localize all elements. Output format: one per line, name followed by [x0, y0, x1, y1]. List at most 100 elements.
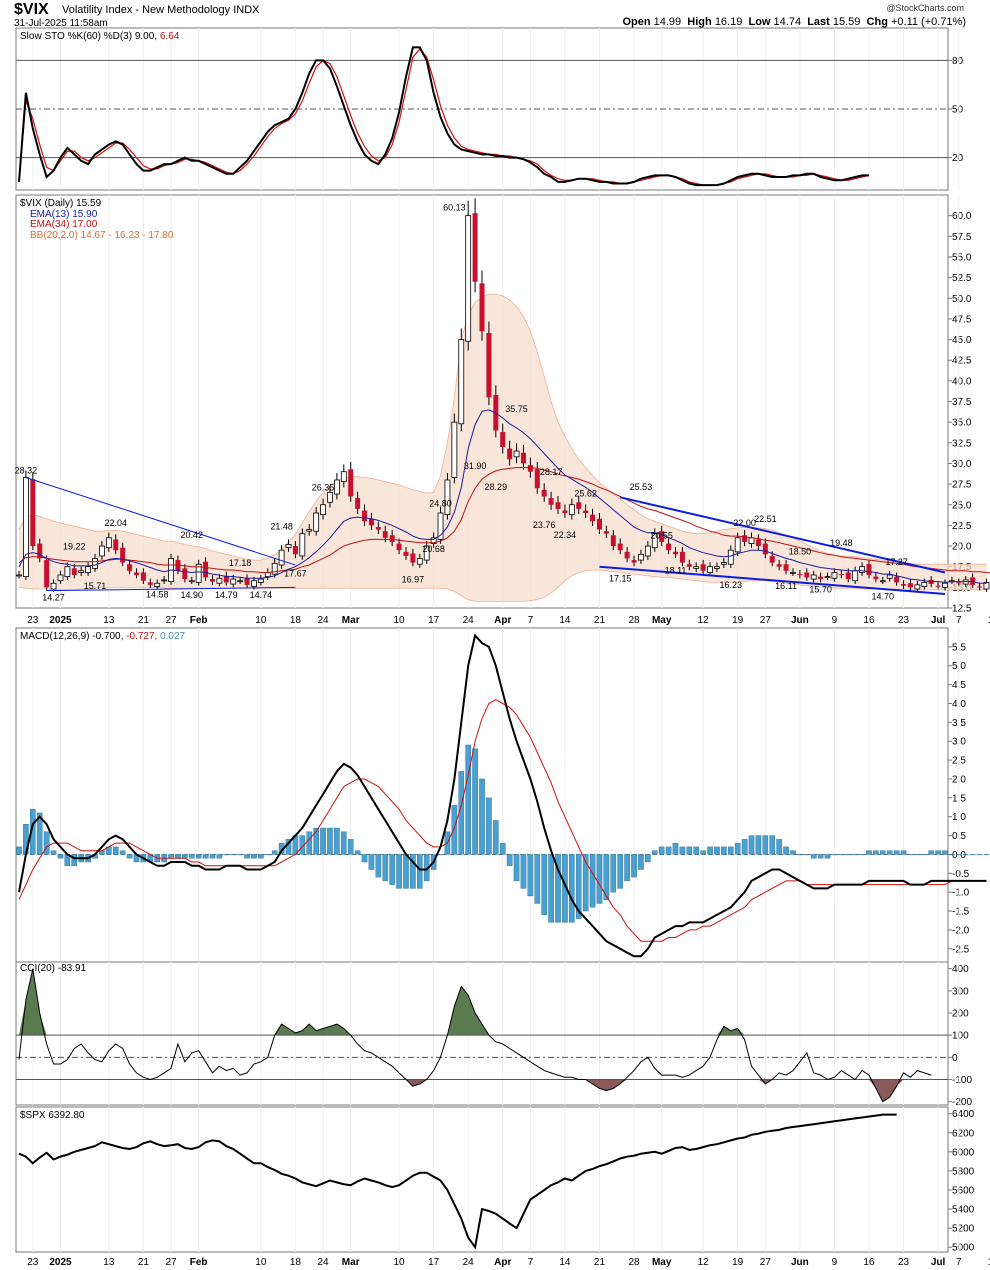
sto-ytick-label: 20: [952, 153, 964, 164]
candle: [783, 564, 789, 571]
x-label-bottom: 10: [255, 1257, 267, 1268]
macd-hist-bar: [182, 854, 188, 859]
price-annotation: 60.13: [443, 203, 466, 213]
price-ytick-label: 20.0: [952, 542, 972, 553]
macd-ytick-label: -2.5: [952, 944, 970, 955]
candle: [410, 553, 416, 563]
cci-title: CCI(20) -83.91: [20, 963, 87, 974]
candle: [188, 580, 195, 583]
macd-hist-bar: [188, 854, 195, 859]
macd-hist-bar: [223, 854, 230, 856]
low-label: Low: [748, 16, 771, 28]
candle: [686, 564, 692, 567]
macd-hist-bar: [175, 854, 181, 859]
candle: [742, 535, 748, 542]
cci-ytick-label: 200: [952, 1008, 969, 1019]
chg-value: +0.11 (+0.71%): [890, 16, 966, 28]
candle: [638, 553, 644, 561]
price-annotation: 35.75: [505, 404, 528, 414]
macd-hist-bar: [762, 835, 769, 855]
macd-hist-bar: [921, 854, 928, 856]
x-label-mid: 13: [103, 615, 115, 626]
x-label-mid: 27: [165, 615, 177, 626]
macd-hist-bar: [741, 839, 748, 855]
candle: [237, 580, 244, 583]
candle: [659, 531, 665, 542]
candle: [583, 510, 589, 514]
macd-hist-bar: [893, 850, 900, 855]
price-annotation: 14.70: [872, 592, 895, 602]
x-label-mid: Apr: [494, 615, 511, 626]
macd-hist-bar: [727, 846, 734, 855]
candle: [935, 585, 941, 587]
candle: [886, 574, 893, 579]
price-ytick-label: 40.0: [952, 376, 972, 387]
macd-hist-bar: [707, 846, 713, 855]
chg-label: Chg: [866, 16, 888, 28]
macd-hist-bar: [327, 827, 333, 855]
ema34-legend: EMA(34) 17.00: [30, 219, 98, 230]
spx-line: [18, 1113, 897, 1250]
last-value: 15.59: [832, 16, 861, 28]
spx-frame: [15, 1106, 949, 1253]
macd-hist-bar: [389, 854, 395, 885]
candle: [714, 566, 720, 569]
candle: [734, 537, 741, 553]
bb-legend: BB(20,2.0) 14.67 - 16.23 - 17.80: [30, 230, 174, 241]
x-label-bottom: 23: [27, 1257, 39, 1268]
macd-hist-bar: [271, 850, 278, 855]
macd-hist-bar: [983, 854, 990, 856]
macd-hist-bar: [631, 854, 637, 878]
price-ytick-label: 27.5: [952, 480, 972, 491]
x-label-bottom: 24: [317, 1257, 329, 1268]
x-label-bottom: 24: [463, 1257, 475, 1268]
candle: [368, 518, 374, 526]
price-annotation: 22.34: [554, 530, 577, 540]
price-ytick-label: 32.5: [952, 438, 972, 449]
quote-bar: Open 14.99 High 16.19 Low 14.74 Last 15.…: [622, 16, 966, 28]
price-annotation: 20.55: [650, 531, 673, 541]
candle: [147, 582, 153, 585]
macd-hist-bar: [645, 854, 651, 863]
macd-hist-bar: [368, 854, 375, 870]
candle: [127, 564, 133, 571]
macd-hist-bar: [209, 854, 216, 859]
candle: [513, 450, 520, 458]
price-annotation: 17.67: [284, 569, 307, 579]
candle: [548, 498, 554, 505]
macd-hist-bar: [119, 850, 126, 855]
macd-hist-bar: [313, 827, 319, 855]
candle: [271, 562, 278, 575]
spx-ytick-label: 5800: [952, 1166, 975, 1177]
macd-hist-bar: [396, 854, 402, 889]
candle: [818, 576, 824, 580]
candle: [977, 586, 983, 588]
price-annotation: 26.35: [312, 483, 335, 493]
macd-hist-bar: [873, 850, 879, 855]
candle: [672, 551, 678, 555]
macd-hist-bar: [340, 831, 347, 855]
macd-hist-bar: [499, 842, 506, 855]
spx-ytick-label: 5000: [952, 1243, 975, 1254]
spx-panel: 5000 5200 5400 5600 5800 6000 6200 6400: [15, 1106, 975, 1254]
macd-hist-bar: [679, 846, 686, 855]
x-label-mid: 27: [760, 615, 772, 626]
candle: [465, 215, 472, 342]
x-label-bottom: 18: [290, 1257, 302, 1268]
x-label-mid: Mar: [342, 615, 360, 626]
macd-signal-line: [18, 699, 987, 942]
macd-hist-bar: [382, 854, 389, 882]
x-label-bottom: Jul: [931, 1257, 946, 1268]
x-label-mid: 7: [956, 615, 962, 626]
price-annotation: 15.71: [84, 581, 107, 591]
bb-upper-line: [18, 293, 987, 565]
candle: [769, 555, 775, 563]
macd-hist-bar: [624, 854, 630, 882]
macd-hist-bar: [410, 854, 416, 889]
macd-hist-bar: [824, 854, 831, 859]
candle: [437, 512, 444, 540]
candle: [852, 570, 859, 582]
candle: [50, 582, 57, 590]
candle: [403, 551, 409, 556]
candle: [804, 572, 810, 578]
